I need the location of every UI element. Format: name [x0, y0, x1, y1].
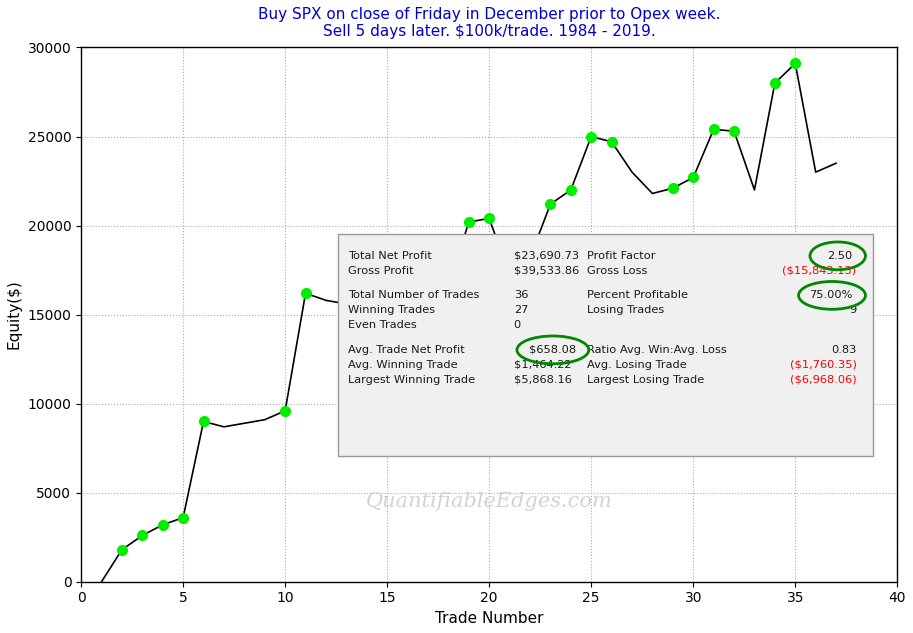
- Text: Avg. Losing Trade: Avg. Losing Trade: [587, 360, 687, 370]
- Text: Avg. Trade Net Profit: Avg. Trade Net Profit: [348, 345, 465, 355]
- Text: Ratio Avg. Win:Avg. Loss: Ratio Avg. Win:Avg. Loss: [587, 345, 727, 355]
- Text: Total Number of Trades: Total Number of Trades: [348, 291, 479, 301]
- Text: Gross Profit: Gross Profit: [348, 266, 414, 276]
- Text: $39,533.86: $39,533.86: [514, 266, 579, 276]
- Text: 36: 36: [514, 291, 528, 301]
- Text: 0: 0: [514, 320, 521, 330]
- Y-axis label: Equity($): Equity($): [7, 280, 22, 349]
- Text: Losing Trades: Losing Trades: [587, 305, 665, 315]
- Text: $658.08: $658.08: [530, 345, 576, 355]
- Text: QuantifiableEdges.com: QuantifiableEdges.com: [366, 492, 613, 511]
- Text: 75.00%: 75.00%: [809, 291, 853, 301]
- Text: 9: 9: [849, 305, 856, 315]
- Text: Gross Loss: Gross Loss: [587, 266, 647, 276]
- Text: 2.50: 2.50: [827, 251, 853, 261]
- Text: $5,868.16: $5,868.16: [514, 375, 572, 385]
- Text: Total Net Profit: Total Net Profit: [348, 251, 432, 261]
- FancyBboxPatch shape: [338, 234, 873, 456]
- Text: 0.83: 0.83: [831, 345, 856, 355]
- Text: 27: 27: [514, 305, 528, 315]
- Text: Profit Factor: Profit Factor: [587, 251, 656, 261]
- X-axis label: Trade Number: Trade Number: [435, 611, 543, 626]
- Text: $23,690.73: $23,690.73: [514, 251, 579, 261]
- Text: Percent Profitable: Percent Profitable: [587, 291, 688, 301]
- Text: ($6,968.06): ($6,968.06): [790, 375, 856, 385]
- Title: Buy SPX on close of Friday in December prior to Opex week.
Sell 5 days later. $1: Buy SPX on close of Friday in December p…: [258, 7, 720, 39]
- Text: Largest Losing Trade: Largest Losing Trade: [587, 375, 705, 385]
- Text: Largest Winning Trade: Largest Winning Trade: [348, 375, 475, 385]
- Text: Even Trades: Even Trades: [348, 320, 416, 330]
- Text: Avg. Winning Trade: Avg. Winning Trade: [348, 360, 457, 370]
- Text: $1,464.22: $1,464.22: [514, 360, 572, 370]
- Text: Winning Trades: Winning Trades: [348, 305, 436, 315]
- Text: ($15,843.13): ($15,843.13): [782, 266, 856, 276]
- Text: ($1,760.35): ($1,760.35): [790, 360, 856, 370]
